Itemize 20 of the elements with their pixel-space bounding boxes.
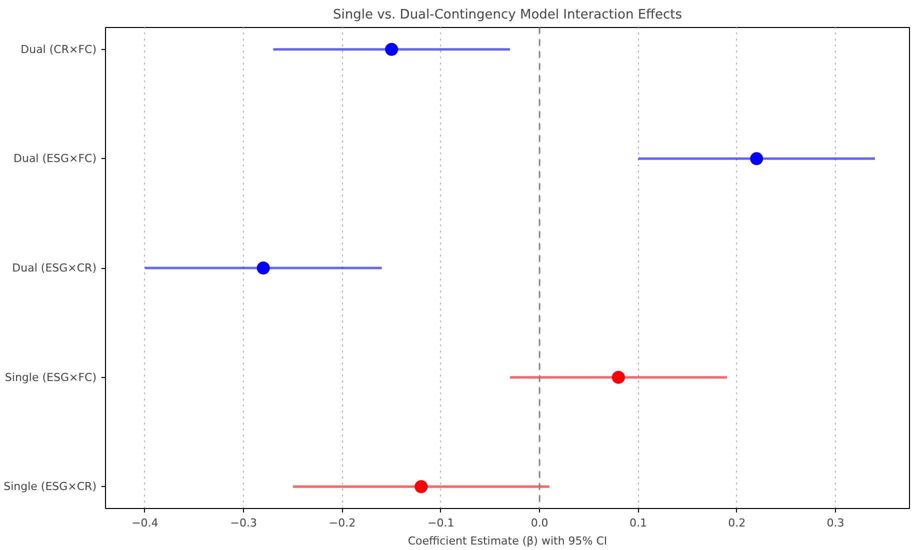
point (414, 480, 428, 494)
x-tick-label: 0.0 (530, 516, 548, 530)
y-tick-label: Dual (CR×FC) (20, 42, 97, 56)
x-tick-label: 0.3 (826, 516, 844, 530)
point (750, 152, 764, 166)
x-axis-title: Coefficient Estimate (β) with 95% CI (408, 534, 608, 548)
chart-title: Single vs. Dual-Contingency Model Interaction Effects (332, 8, 682, 22)
y-tick-label: Single (ESG×CR) (4, 480, 97, 494)
y-tick-label: Dual (ESG×FC) (14, 152, 96, 166)
y-tick-label: Single (ESG×FC) (4, 370, 96, 384)
y-tick-label: Dual (ESG×CR) (12, 262, 97, 274)
x-tick-label: 0.1 (629, 516, 647, 530)
x-tick-label: −0.2 (328, 516, 356, 530)
point (256, 262, 270, 274)
point (612, 370, 625, 384)
x-tick-label: −0.3 (230, 516, 257, 530)
x-tick-label: −0.4 (132, 516, 158, 530)
point (385, 42, 398, 56)
x-tick-label: −0.1 (428, 516, 454, 530)
x-tick-label: 0.2 (728, 516, 746, 530)
